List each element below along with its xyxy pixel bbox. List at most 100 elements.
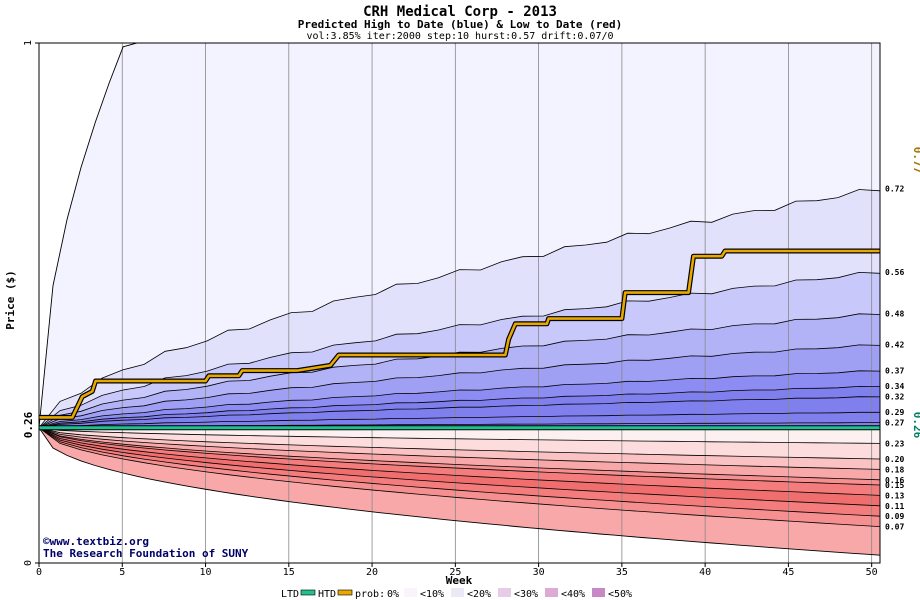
low-percentile-line-5 [38,427,881,496]
legend-bin-0: 0% [387,589,399,600]
x-tick-label-8: 40 [699,567,711,578]
low-percentile-line-3 [38,427,881,481]
low-level-label-2: 0.18 [885,465,904,474]
y-tick-label-0: 0 [23,560,34,566]
legend: LTD HTD prob: 0% <10% <20% <30% <40% <50… [281,588,632,600]
high-level-label-8: 0.27 [885,419,904,428]
x-tick-label-0: 0 [36,567,42,578]
high-level-label-3: 0.42 [885,341,904,350]
plot-frame [38,42,881,564]
high-level-label-5: 0.34 [885,382,904,391]
x-tick-label-7: 35 [616,567,628,578]
low-band-4 [39,427,880,485]
chart-params: vol:3.85% iter:2000 step:10 hurst:0.57 d… [306,31,613,42]
high-percentile-line-7 [38,411,880,429]
y-axis-label: Price ($) [4,270,17,330]
low-level-label-5: 0.13 [885,491,904,500]
htd-line [39,249,880,419]
high-band-1 [39,189,880,428]
high-band-0 [39,43,880,428]
low-level-label-7: 0.09 [885,512,904,521]
low-percentile-line-2 [38,427,881,470]
legend-bin-3-swatch [545,588,558,597]
legend-prob-label: prob: [355,589,385,600]
legend-bin-4-swatch [592,588,605,597]
low-level-label-1: 0.20 [885,455,904,464]
high-level-label-4: 0.37 [885,367,904,376]
legend-bin-3: <30% [514,589,538,600]
low-percentile-line-8 [38,427,881,527]
high-level-label-6: 0.32 [885,393,904,402]
high-band-3 [39,313,880,428]
low-level-label-6: 0.11 [885,502,904,511]
x-tick-label-5: 25 [449,567,461,578]
high-level-label-1: 0.56 [885,268,904,277]
level-labels: 0.72 0.56 0.48 0.42 0.37 0.34 0.32 0.29 0.27 0.23… [885,185,904,532]
legend-ltd-swatch [300,589,316,596]
legend-bin-1: <10% [420,589,444,600]
low-band-0 [39,427,880,444]
legend-bin-2-swatch [498,588,511,597]
high-percentile-line-2 [38,313,881,429]
x-tick-label-10: 50 [866,567,878,578]
legend-bin-5: <50% [608,589,632,600]
x-axis-label: Week [446,574,473,587]
high-percentile-line-5 [38,385,881,429]
ltd-final-label: 0.26 [911,412,920,439]
start-price-label: 0.26 [22,411,35,438]
high-band-7 [39,396,880,428]
high-level-label-0: 0.72 [885,185,904,194]
low-level-label-0: 0.23 [885,439,904,448]
x-axis-ticks: 0 5 10 15 20 25 30 35 40 45 50 [36,563,878,578]
legend-bin-2: <20% [467,589,491,600]
low-band-2 [39,427,880,470]
low-percentile-line-6 [38,427,881,507]
high-band-4 [39,344,880,428]
high-percentile-line-6 [38,396,881,429]
chart-title: CRH Medical Corp - 2013 [363,4,557,20]
high-percentile-line-3 [38,344,881,429]
high-band-8 [39,412,880,428]
x-tick-label-1: 5 [119,567,125,578]
low-level-label-3: 0.16 [885,476,904,485]
y-tick-label-1: 1 [23,40,34,46]
x-tick-label-3: 15 [283,567,295,578]
low-level-label-8: 0.07 [885,523,904,532]
legend-bin-4: <40% [561,589,585,600]
high-band-2 [39,272,880,428]
plot-border [38,42,881,564]
legend-bin-0-swatch [404,588,417,597]
lower-envelope-line [38,427,881,556]
low-band-3 [39,427,880,480]
low-band-8 [39,427,880,527]
x-tick-label-9: 45 [782,567,794,578]
x-tick-label-2: 10 [200,567,212,578]
low-level-label-4: 0.15 [885,481,904,490]
low-percentile-line-7 [38,427,881,517]
high-percentile-line-4 [38,370,881,429]
high-percentile-line-1 [38,271,881,429]
low-band-5 [39,427,880,496]
legend-bin-1-swatch [451,588,464,597]
x-tick-label-6: 30 [533,567,545,578]
high-percentile-line-0 [38,189,881,429]
high-level-label-7: 0.29 [885,408,904,417]
legend-htd-label: HTD [318,589,336,600]
x-tick-label-4: 20 [366,567,378,578]
high-level-label-2: 0.48 [885,309,904,318]
credit-org: The Research Foundation of SUNY [43,547,249,560]
percentile-bands [39,43,880,556]
legend-ltd-label: LTD [281,589,299,600]
high-band-5 [39,370,880,428]
low-percentile-line-1 [38,427,881,460]
chart-subtitle: Predicted High to Date (blue) & Low to D… [298,18,623,31]
credit-site: ©www.textbiz.org [43,535,149,548]
low-percentile-line-4 [38,427,881,486]
htd-final-label: 0.77 [911,147,920,174]
y-axis-ticks: 01 [23,40,39,566]
legend-htd-swatch [337,589,353,596]
low-percentile-line-0 [38,427,881,444]
low-band-7 [39,427,880,517]
low-band-9 [39,427,880,556]
